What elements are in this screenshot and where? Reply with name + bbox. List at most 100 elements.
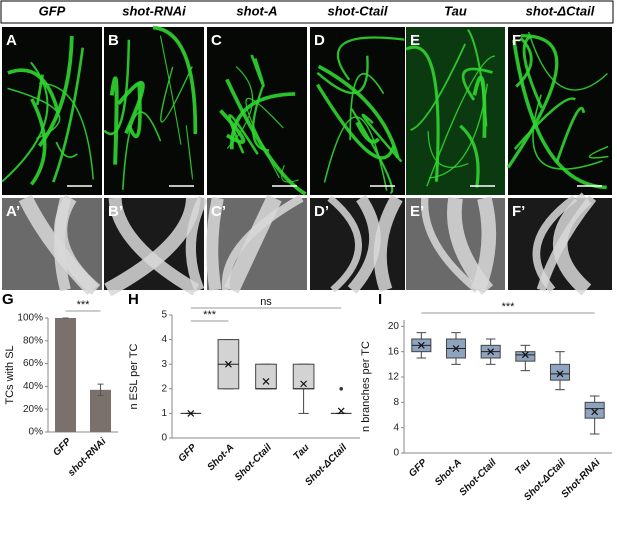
trachea: [410, 43, 466, 131]
panel-letter: A: [6, 32, 17, 49]
panel-letter: C: [211, 32, 222, 49]
box: [292, 363, 315, 390]
trachea: [160, 66, 193, 123]
mean-marker: [187, 409, 195, 417]
mean-marker: [262, 377, 270, 385]
trachea: [337, 36, 405, 81]
mean-marker: [417, 341, 425, 349]
mean-marker: [591, 408, 599, 416]
micrograph: [104, 27, 204, 195]
mean-marker: [556, 370, 564, 378]
y-tick-label: 4: [161, 334, 167, 345]
trachea: [427, 131, 469, 168]
column-label: shot-RNAi: [122, 3, 186, 18]
trachea: [515, 37, 533, 88]
header-box: [0, 0, 614, 24]
x-tick-label: Shot-Ctail: [233, 442, 274, 483]
box: [584, 401, 605, 419]
significance-label: ***: [502, 301, 516, 313]
box: [549, 363, 571, 381]
trachea-zoom: [347, 194, 381, 294]
trachea-zoom: [536, 195, 597, 292]
panel-letter: E: [410, 32, 420, 49]
x-tick-label: Shot-A: [205, 442, 236, 473]
trachea-zoom: [327, 195, 362, 293]
trachea: [316, 83, 396, 160]
trachea-zoom: [54, 194, 101, 295]
column-label: GFP: [39, 3, 66, 18]
y-tick-label: 16: [388, 346, 400, 357]
trachea: [588, 145, 609, 159]
trachea: [122, 111, 162, 190]
panel-letter: C’: [211, 203, 226, 220]
y-tick-label: 2: [161, 383, 167, 394]
y-tick-label: 60%: [23, 358, 43, 369]
trachea: [245, 97, 284, 179]
x-tick-label: Shot-A: [433, 457, 464, 488]
x-tick-label: GFP: [176, 442, 199, 465]
significance-label: ns: [260, 296, 272, 308]
y-tick-label: 80%: [23, 335, 43, 346]
trachea: [7, 87, 61, 140]
panel-letter: B: [108, 32, 119, 49]
mean-marker: [487, 348, 495, 356]
trachea-zoom: [421, 197, 480, 293]
panel-letter: I: [378, 291, 382, 308]
trachea: [39, 82, 94, 180]
micrograph: [406, 27, 505, 195]
trachea: [103, 39, 131, 136]
x-tick-label: GFP: [407, 457, 430, 480]
panel-letter: B’: [108, 203, 123, 220]
mean-marker: [521, 351, 529, 359]
y-tick-label: 0: [161, 433, 167, 444]
micrograph: [310, 27, 405, 195]
trachea: [522, 34, 543, 109]
micrograph: [2, 27, 102, 195]
panel-letter: A’: [6, 203, 20, 220]
trachea: [219, 109, 246, 144]
y-tick-label: 0%: [29, 427, 44, 438]
mean-marker: [337, 407, 345, 415]
trachea-zoom: [108, 197, 200, 296]
x-tick-label: GFP: [51, 436, 74, 459]
y-tick-label: 40%: [23, 381, 43, 392]
trachea-zoom: [471, 196, 497, 293]
y-tick-label: 4: [393, 422, 399, 433]
trachea: [55, 141, 78, 158]
trachea: [225, 78, 307, 196]
panel-letter: E’: [410, 203, 424, 220]
mean-marker: [224, 360, 232, 368]
y-tick-label: 1: [161, 408, 167, 419]
error-bar: [97, 383, 104, 397]
trachea: [532, 94, 603, 170]
mean-marker: [452, 345, 460, 352]
column-label: shot-ΔCtail: [526, 3, 595, 18]
y-axis-title: TCs with SL: [4, 345, 16, 404]
trachea: [36, 74, 44, 105]
trachea-zoom: [185, 195, 208, 292]
y-tick-label: 0: [393, 448, 399, 459]
box: [255, 363, 277, 390]
column-label: shot-Ctail: [328, 3, 388, 18]
trachea: [459, 124, 480, 188]
trachea: [52, 47, 85, 183]
trachea: [461, 67, 493, 101]
trachea: [555, 106, 586, 164]
trachea: [226, 66, 254, 149]
trachea: [159, 35, 182, 145]
trachea: [405, 45, 440, 182]
y-tick-label: 3: [161, 359, 167, 370]
trachea: [527, 31, 608, 91]
trachea: [30, 98, 47, 186]
trachea-zoom: [206, 196, 224, 291]
y-tick-label: 20%: [23, 404, 43, 415]
trachea-zoom: [104, 197, 201, 297]
y-tick-label: 8: [393, 397, 399, 408]
trachea: [512, 39, 607, 190]
column-label: shot-A: [236, 3, 277, 18]
panel-letter: F: [512, 32, 521, 49]
micrograph: [207, 27, 307, 195]
outlier: [339, 387, 344, 391]
x-tick-label: Tau: [291, 442, 311, 462]
